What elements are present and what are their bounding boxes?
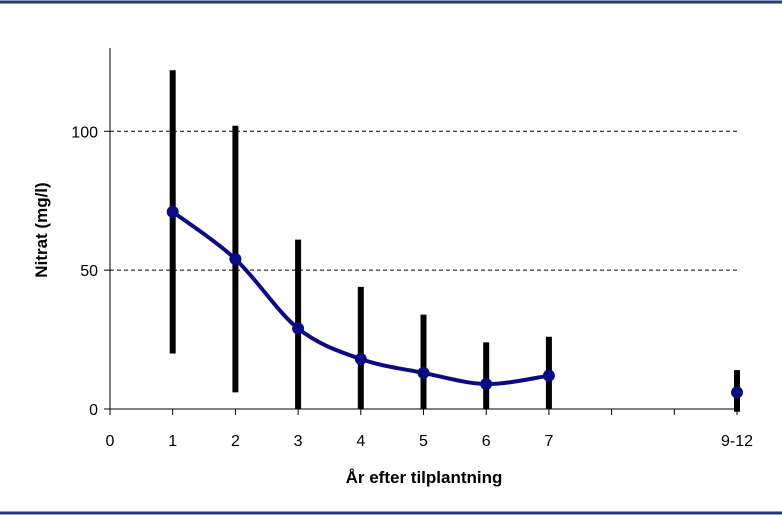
tick-labels: 0 1 2 3 4 5 6 7 9-12 0 50 100 [71, 124, 753, 450]
y-tick-label: 50 [80, 263, 98, 280]
x-tick-label: 4 [356, 433, 365, 450]
x-axis-title: År efter tilplantning [346, 468, 503, 487]
x-tick-label: 3 [294, 433, 303, 450]
y-axis-title: Nitrat (mg/l) [32, 182, 51, 277]
data-point-0-2 [292, 322, 305, 335]
axes [104, 48, 738, 415]
x-tick-label: 9-12 [721, 433, 753, 450]
x-tick-label: 1 [168, 433, 177, 450]
data-point-0-4 [417, 366, 430, 379]
x-tick-label: 6 [482, 433, 491, 450]
data-point-0-3 [354, 353, 367, 366]
x-tick-label: 0 [106, 433, 115, 450]
data-point-0-6 [542, 369, 555, 382]
x-tick-label: 2 [231, 433, 240, 450]
data-points [166, 205, 743, 399]
y-tick-label: 100 [71, 124, 98, 141]
gridlines [110, 130, 737, 271]
data-point-0-1 [229, 253, 242, 266]
x-tick-label: 5 [419, 433, 428, 450]
data-point-0-5 [480, 378, 493, 391]
range-bars [169, 70, 740, 412]
data-point-0-0 [166, 205, 179, 218]
x-tick-label: 7 [544, 433, 553, 450]
data-point-1-0 [731, 386, 743, 399]
y-tick-label: 0 [89, 402, 98, 419]
